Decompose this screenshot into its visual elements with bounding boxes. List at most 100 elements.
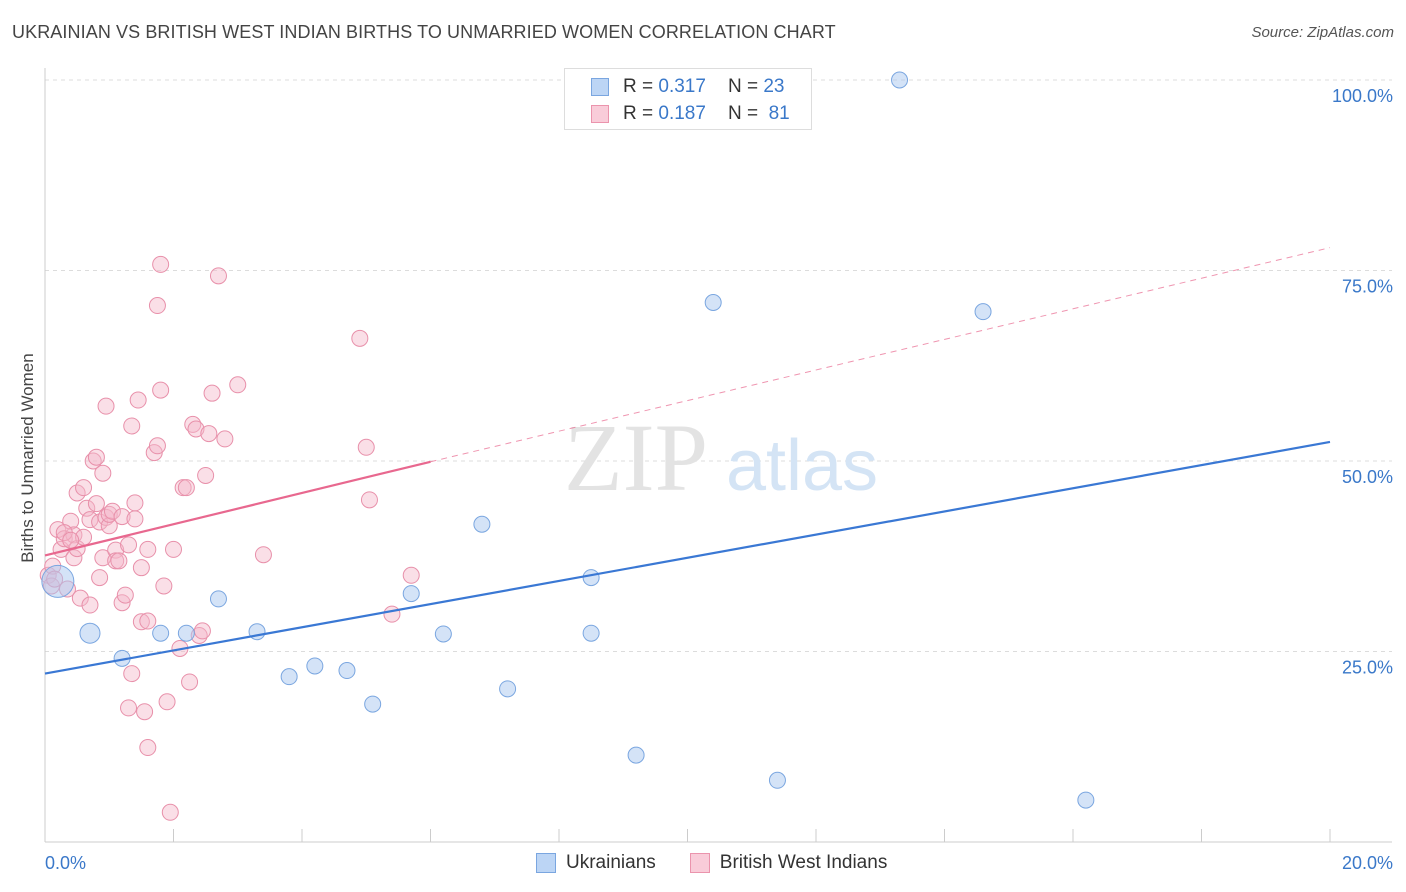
legend-item-british-west-indians[interactable]: British West Indians <box>689 852 887 874</box>
gridlines <box>45 79 1392 652</box>
legend-r-value: 0.187 <box>658 103 706 124</box>
legend-item-ukrainians[interactable]: Ukrainians <box>536 852 656 874</box>
data-point-british-west-indians <box>216 430 234 448</box>
data-point-ukrainians <box>891 71 909 89</box>
axes <box>44 68 1392 843</box>
source-credit: Source: ZipAtlas.com <box>1251 24 1394 41</box>
data-point-british-west-indians <box>132 613 150 631</box>
data-point-british-west-indians <box>203 384 221 402</box>
y-tick-label: 50.0% <box>1342 467 1393 487</box>
legend-row-ukrainians: R = 0.317 N = 23 <box>591 76 784 98</box>
data-point-british-west-indians <box>116 586 134 604</box>
data-point-british-west-indians <box>184 415 202 433</box>
legend-swatch-british-west-indians <box>689 853 710 873</box>
data-point-british-west-indians <box>360 491 378 509</box>
legend-swatch-ukrainians <box>591 78 609 96</box>
data-point-british-west-indians <box>100 505 118 523</box>
legend-swatch-british-west-indians <box>591 105 609 123</box>
data-point-british-west-indians <box>155 577 173 595</box>
legend-swatch-ukrainians <box>536 853 556 873</box>
data-point-british-west-indians <box>351 329 369 347</box>
data-point-british-west-indians <box>120 699 138 717</box>
data-point-british-west-indians <box>139 540 157 558</box>
trend-line-british-west-indians <box>44 460 431 557</box>
data-point-british-west-indians <box>103 502 121 520</box>
data-point-british-west-indians <box>209 267 227 285</box>
tick-labels: 25.0% 50.0% 75.0% 100.0% 0.0% 20.0% <box>45 86 1393 873</box>
data-point-ukrainians <box>306 657 324 675</box>
data-point-british-west-indians <box>78 499 96 517</box>
data-point-british-west-indians <box>357 438 375 456</box>
data-point-british-west-indians <box>123 417 141 435</box>
data-point-british-west-indians <box>97 397 115 415</box>
data-point-ukrainians <box>582 569 600 587</box>
data-point-british-west-indians <box>181 673 199 691</box>
legend-n-value: 81 <box>768 103 790 124</box>
watermark: ZIP atlas <box>564 404 878 511</box>
data-point-british-west-indians <box>132 559 150 577</box>
data-point-british-west-indians <box>200 425 218 443</box>
y-axis-label: Births to Unmarried Women <box>18 353 37 563</box>
data-point-british-west-indians <box>120 536 138 554</box>
trend-line-ukrainians <box>44 440 1331 675</box>
data-point-british-west-indians <box>229 376 247 394</box>
data-point-british-west-indians <box>81 596 99 614</box>
data-point-british-west-indians <box>62 531 80 549</box>
correlation-legend: R = 0.317 N = 23 R = 0.187 N = 81 <box>564 68 812 130</box>
data-point-british-west-indians <box>197 466 215 484</box>
data-point-british-west-indians <box>87 448 105 466</box>
data-point-british-west-indians <box>87 495 105 513</box>
data-point-british-west-indians <box>113 508 131 526</box>
data-point-ukrainians <box>473 515 491 533</box>
data-point-british-west-indians <box>91 569 109 587</box>
data-point-ukrainians <box>79 622 101 644</box>
data-point-british-west-indians <box>152 381 170 399</box>
data-point-british-west-indians <box>158 693 176 711</box>
chart-title: UKRAINIAN VS BRITISH WEST INDIAN BIRTHS … <box>12 22 836 42</box>
data-point-british-west-indians <box>75 479 93 497</box>
x-tick-label: 0.0% <box>45 853 86 873</box>
data-point-british-west-indians <box>55 530 73 548</box>
data-point-ukrainians <box>41 564 75 598</box>
data-point-ukrainians <box>1077 791 1095 809</box>
data-point-british-west-indians <box>187 420 205 438</box>
data-point-british-west-indians <box>126 494 144 512</box>
series-ukrainians <box>41 71 1095 809</box>
data-point-british-west-indians <box>136 703 154 721</box>
watermark-atlas: atlas <box>726 426 878 506</box>
y-tick-label: 25.0% <box>1342 658 1393 678</box>
data-point-ukrainians <box>704 294 722 312</box>
data-point-british-west-indians <box>110 552 128 570</box>
data-point-british-west-indians <box>165 540 182 558</box>
data-point-british-west-indians <box>161 803 179 821</box>
watermark-zip: ZIP <box>564 404 708 511</box>
data-point-british-west-indians <box>71 589 89 607</box>
data-point-british-west-indians <box>126 510 144 528</box>
data-point-ukrainians <box>768 771 786 789</box>
data-point-british-west-indians <box>148 297 166 315</box>
data-point-british-west-indians <box>129 391 147 409</box>
data-point-ukrainians <box>582 624 600 642</box>
data-point-british-west-indians <box>193 622 211 640</box>
data-point-ukrainians <box>402 585 420 603</box>
data-point-ukrainians <box>177 624 195 642</box>
series-british-west-indians <box>39 255 420 821</box>
data-point-british-west-indians <box>152 255 170 273</box>
legend-r-value: 0.317 <box>658 76 706 97</box>
legend-row-british-west-indians: R = 0.187 N = 81 <box>591 103 790 125</box>
data-point-british-west-indians <box>148 437 166 455</box>
data-point-ukrainians <box>280 668 298 686</box>
data-point-ukrainians <box>338 662 356 680</box>
trend-extension-british-west-indians <box>430 247 1331 463</box>
data-point-british-west-indians <box>139 612 157 630</box>
legend-n-value: 23 <box>763 76 785 97</box>
data-point-british-west-indians <box>123 665 141 683</box>
data-point-british-west-indians <box>94 464 112 482</box>
data-point-ukrainians <box>434 625 452 643</box>
data-point-ukrainians <box>364 695 382 713</box>
data-point-british-west-indians <box>383 605 401 623</box>
data-point-ukrainians <box>209 590 227 608</box>
data-point-british-west-indians <box>139 739 157 757</box>
data-point-british-west-indians <box>94 549 112 567</box>
